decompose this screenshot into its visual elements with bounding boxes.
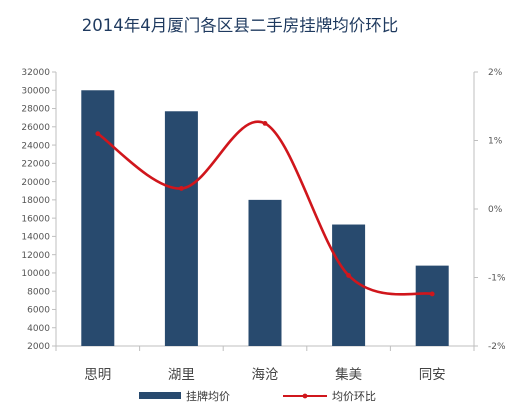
y-right-tick-label: 2% xyxy=(488,68,503,78)
y-left-tick-label: 14000 xyxy=(21,233,50,243)
y-right-tick-label: 0% xyxy=(488,205,503,215)
y-left-tick-label: 8000 xyxy=(27,287,50,297)
y-left-tick-label: 20000 xyxy=(21,178,50,188)
legend-swatch-bar xyxy=(139,392,181,399)
line-point xyxy=(429,291,435,297)
chart-title: 2014年4月厦门各区县二手房挂牌均价环比 xyxy=(82,16,399,35)
bar-series xyxy=(81,90,449,347)
y-left-tick-label: 16000 xyxy=(21,214,50,224)
y-left-tick-label: 32000 xyxy=(21,68,50,78)
bar xyxy=(415,265,449,346)
x-category-label: 湖里 xyxy=(168,367,195,383)
y-left-tick-label: 24000 xyxy=(21,141,50,151)
line-series xyxy=(95,120,435,297)
y-right-tick-label: 1% xyxy=(488,137,503,147)
x-category-label: 集美 xyxy=(335,367,362,383)
y-left-tick-label: 28000 xyxy=(21,105,50,115)
bar xyxy=(81,90,115,347)
y-right-tick-label: -2% xyxy=(488,342,506,352)
line-point xyxy=(179,186,184,191)
y-left-tick-label: 2000 xyxy=(27,342,50,352)
tick-labels: 2000 4000 6000 8000 10000 12000 14000 16000 1800… xyxy=(21,68,506,383)
y-left-tick-label: 4000 xyxy=(27,324,50,334)
line-point xyxy=(262,120,268,126)
y-left-tick-label: 22000 xyxy=(21,160,50,170)
bar xyxy=(164,111,198,346)
bar xyxy=(248,199,282,346)
legend-label-bar: 挂牌均价 xyxy=(186,389,230,403)
line-point xyxy=(95,131,101,137)
legend: 挂牌均价 均价环比 xyxy=(139,389,376,403)
x-category-label: 同安 xyxy=(419,367,446,383)
x-category-label: 海沧 xyxy=(252,366,279,383)
y-left-tick-label: 12000 xyxy=(21,251,50,261)
legend-label-line: 均价环比 xyxy=(332,390,376,403)
y-left-tick-label: 10000 xyxy=(21,269,50,279)
y-left-tick-label: 26000 xyxy=(21,123,50,133)
y-left-tick-label: 18000 xyxy=(21,196,50,206)
x-category-label: 思明 xyxy=(84,367,111,383)
y-left-tick-label: 30000 xyxy=(21,86,50,96)
line-point xyxy=(346,273,351,278)
y-right-tick-label: -1% xyxy=(488,274,506,284)
y-left-tick-label: 6000 xyxy=(27,306,50,316)
legend-swatch-marker xyxy=(302,393,308,399)
